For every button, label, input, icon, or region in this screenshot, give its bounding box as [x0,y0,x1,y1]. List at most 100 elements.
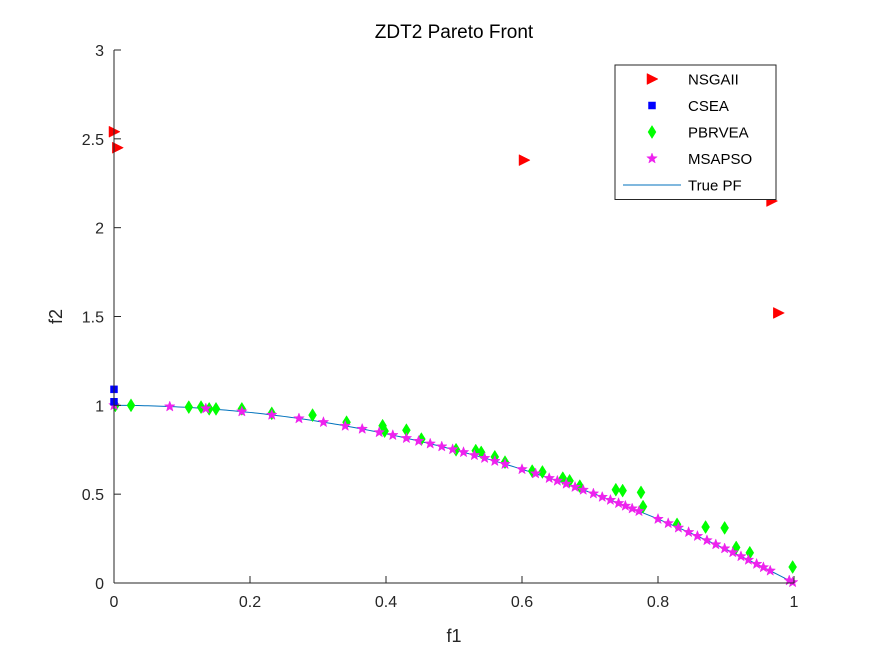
msapso-point [412,434,425,447]
msapso-point [386,428,399,441]
y-tick-label: 0 [95,576,104,593]
y-axis-label: f2 [46,309,66,324]
pbrvea-point [701,520,710,535]
series-msapso [108,399,799,588]
msapso-point [742,553,755,565]
msapso-point [163,400,176,412]
msapso-point [764,564,777,576]
msapso-point [682,525,695,538]
msapso-point [718,542,731,554]
x-tick-label: 0.4 [375,594,397,611]
msapso-point [672,521,685,533]
pbrvea-point [618,483,627,498]
pbrvea-point [184,400,194,415]
msapso-point [488,454,501,467]
msapso-point [339,419,352,431]
axes: 0 0.2 0.4 0.6 0.8 1 0 0.5 1 1.5 2 2.5 3 [82,43,799,611]
x-tick-label: 0 [110,594,119,611]
msapso-point [633,505,645,517]
msapso-point [750,557,763,570]
pbrvea-point [538,464,547,479]
msapso-point [757,561,770,573]
pbrvea-point [720,520,729,535]
x-tick-label: 1 [790,594,799,611]
x-tick-label: 0.8 [647,594,669,611]
nsgaii-point [112,141,124,154]
legend-marker-pbrvea [647,125,657,139]
msapso-point [560,477,573,489]
pbrvea-point [211,401,221,416]
legend-entry-csea: CSEA [648,98,729,115]
msapso-point [373,426,386,438]
legend-entry-nsgaii: NSGAII [646,72,739,89]
msapso-point [499,457,511,470]
msapso-point [652,512,664,525]
msapso-point [199,402,212,414]
pbrvea-point [308,408,317,423]
legend-label: True PF [688,178,742,195]
x-axis-label: f1 [446,626,461,646]
y-tick-label: 1 [95,398,104,415]
y-tick-label: 2 [95,221,104,238]
legend-marker-nsgaii [646,73,659,85]
pbrvea-point [611,482,621,497]
msapso-point [709,538,722,550]
markers-layer [108,125,799,588]
msapso-point [662,517,675,529]
msapso-point [446,443,459,455]
y-tick-label: 1.5 [82,310,104,327]
pbrvea-point [380,424,389,439]
legend-entry-msapso: MSAPSO [646,151,752,168]
nsgaii-point [773,307,785,319]
nsgaii-point [518,154,531,167]
msapso-point [569,480,581,493]
msapso-point [516,463,528,475]
msapso-point [596,490,609,503]
msapso-point [265,408,278,420]
msapso-point [235,405,248,417]
msapso-point [604,493,617,506]
x-tick-label: 0.2 [239,594,261,611]
msapso-point [400,431,413,444]
legend-label: CSEA [688,98,729,115]
legend-label: PBRVEA [688,125,749,142]
legend-label: MSAPSO [688,151,752,168]
msapso-point [356,422,369,434]
y-tick-label: 3 [95,43,104,60]
legend-box [614,64,777,200]
msapso-point [457,446,470,458]
pbrvea-point [636,485,646,500]
msapso-point [478,451,491,464]
legend-entry-true-pf: True PF [623,178,742,195]
pbrvea-point [126,398,136,413]
x-tick-label: 0.6 [511,594,533,611]
msapso-point [424,437,437,449]
msapso-point [587,487,600,499]
msapso-point [626,502,639,514]
msapso-point [468,449,481,461]
msapso-point [551,474,564,486]
msapso-point [726,546,739,558]
legend-marker-msapso [646,152,658,164]
msapso-point [293,412,305,424]
msapso-point [577,483,590,495]
legend: NSGAII CSEA PBRVEA MSAPSO True PF [614,64,777,200]
y-tick-label: 2.5 [82,132,104,149]
msapso-point [701,534,713,546]
msapso-point [435,440,448,452]
y-tick-label: 0.5 [82,487,104,504]
msapso-point [529,467,542,479]
legend-entry-pbrvea: PBRVEA [647,125,749,142]
msapso-point [735,550,747,562]
pbrvea-point [788,560,797,574]
legend-marker-csea [648,101,656,110]
legend-label: NSGAII [688,72,739,89]
msapso-point [317,415,330,428]
msapso-point [619,499,632,511]
msapso-point [691,529,704,542]
msapso-point [786,576,799,588]
msapso-point [543,471,556,484]
msapso-point [612,497,625,509]
chart-title: ZDT2 Pareto Front [375,22,534,43]
